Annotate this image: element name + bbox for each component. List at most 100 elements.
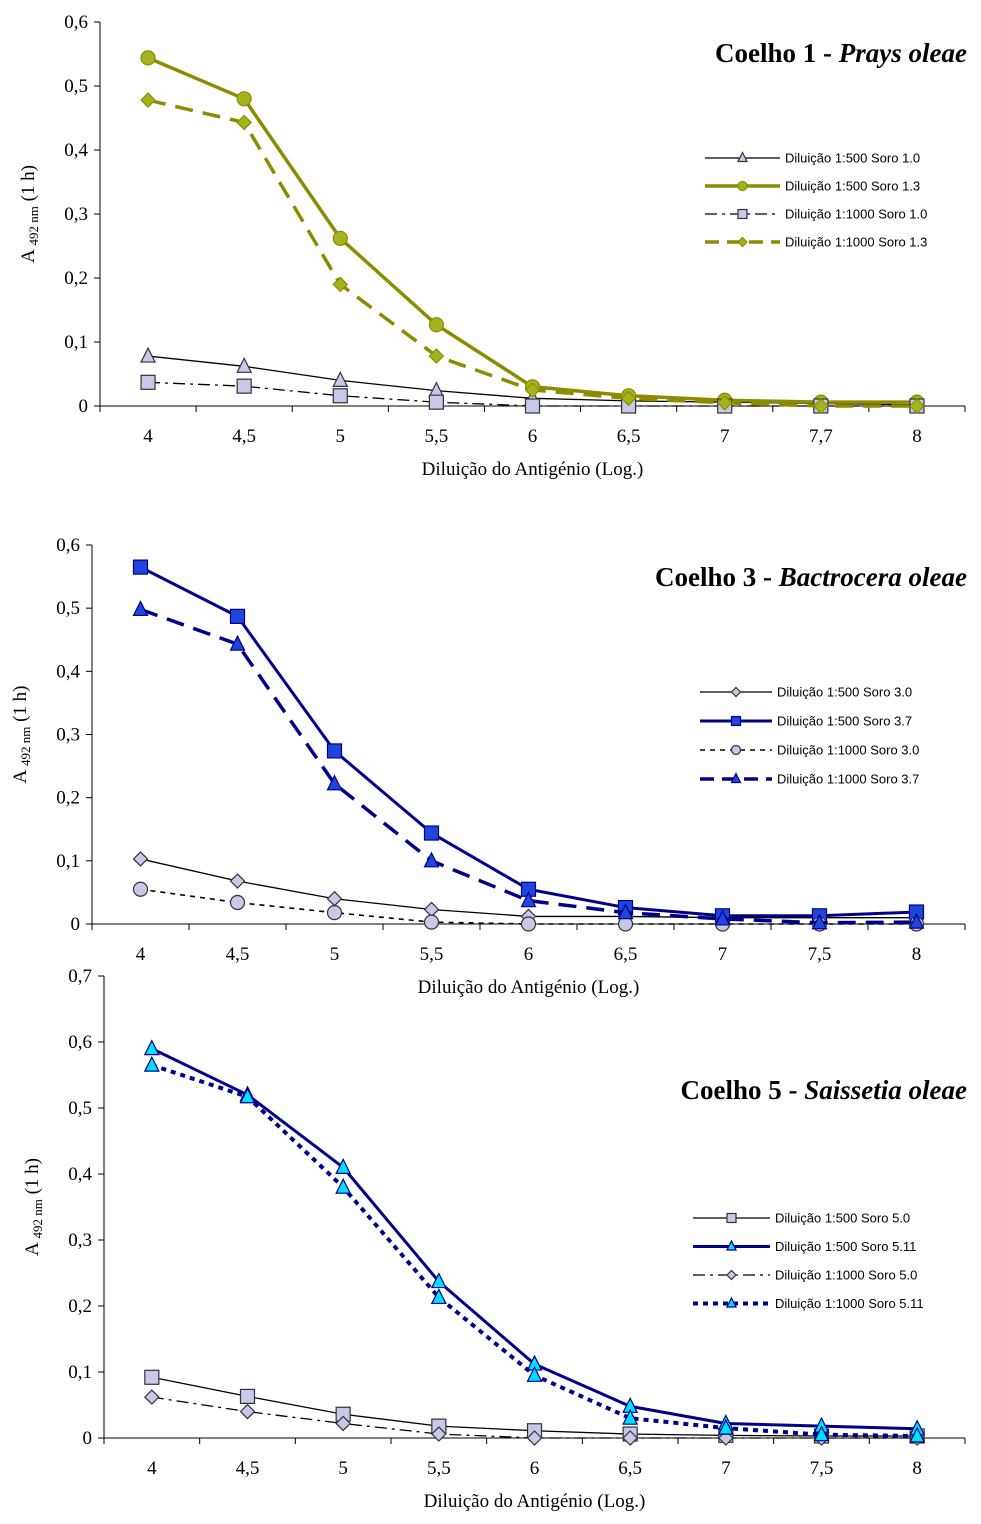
series-line xyxy=(147,56,917,404)
data-point xyxy=(143,1039,160,1056)
x-axis-title: Diluição do Antigénio (Log.) xyxy=(424,1491,646,1512)
y-axis-title: A 492 nm (1 h) xyxy=(22,1158,45,1256)
data-point xyxy=(520,916,537,932)
x-tick-label: 4 xyxy=(136,944,146,965)
y-tick-label: 0,6 xyxy=(56,535,80,556)
data-point xyxy=(428,394,444,410)
data-point xyxy=(236,91,252,107)
data-point xyxy=(717,1418,734,1435)
y-axis-title-main: A xyxy=(22,1239,43,1256)
x-tick-label: 6,5 xyxy=(617,426,641,447)
series-4 xyxy=(132,600,925,930)
chart-title-main: Coelho 3 - xyxy=(655,562,779,592)
legend-label: Diluição 1:500 Soro 5.0 xyxy=(775,1211,910,1226)
y-tick-label: 0,1 xyxy=(68,1362,92,1383)
y-tick-label: 0,5 xyxy=(56,598,80,619)
data-point xyxy=(812,398,829,414)
data-point xyxy=(229,608,246,624)
series-3 xyxy=(143,1389,926,1446)
data-point xyxy=(428,348,445,364)
data-point xyxy=(524,398,541,414)
data-point xyxy=(909,1426,926,1443)
data-point xyxy=(620,390,637,407)
data-point xyxy=(423,851,440,868)
legend-marker xyxy=(730,744,742,756)
x-tick-label: 4,5 xyxy=(226,944,250,965)
y-tick-label: 0,2 xyxy=(68,1296,92,1317)
x-tick-label: 6,5 xyxy=(618,1458,642,1479)
y-tick-label: 0,3 xyxy=(64,204,88,225)
data-point xyxy=(229,634,246,651)
y-axis-title: A 492 nm (1 h) xyxy=(10,686,33,784)
legend-entry: Diluição 1:500 Soro 3.0 xyxy=(700,685,912,700)
y-axis-title-suffix: (1 h) xyxy=(10,686,31,727)
legend-marker xyxy=(726,1269,737,1281)
data-point xyxy=(332,276,349,293)
y-axis-title-main: A xyxy=(10,766,31,783)
chart-title: Coelho 5 - Saissetia oleae xyxy=(681,1075,968,1105)
data-point xyxy=(622,1430,639,1446)
legend-marker xyxy=(730,715,742,727)
data-point xyxy=(332,388,348,404)
x-tick-label: 4,5 xyxy=(232,426,256,447)
x-tick-label: 8 xyxy=(912,426,922,447)
x-tick-label: 5,5 xyxy=(420,944,444,965)
data-point xyxy=(140,50,156,66)
chart-panel-3: 0 0,1 0,2 0,3 0,4 0,5 0,6 0,7 4 4,5 5 5,5 6 6,5 7 7,5 8 D… xyxy=(22,966,967,1512)
y-axis-title-suffix: (1 h) xyxy=(18,165,39,206)
x-tick-label: 8 xyxy=(912,944,922,965)
data-point xyxy=(236,114,253,131)
y-tick-label: 0,7 xyxy=(68,966,92,987)
x-tick-label: 7,5 xyxy=(810,1458,834,1479)
legend-entry: Diluição 1:500 Soro 5.0 xyxy=(693,1211,910,1226)
data-point xyxy=(239,1087,256,1104)
data-point xyxy=(617,903,634,920)
y-tick-label: 0,5 xyxy=(68,1098,92,1119)
x-tick-label: 6 xyxy=(528,426,538,447)
y-tick-label: 0,4 xyxy=(64,140,88,161)
legend-entry: Diluição 1:500 Soro 3.7 xyxy=(700,714,912,729)
y-tick-label: 0,1 xyxy=(64,332,88,353)
data-point xyxy=(143,1055,160,1072)
series-line xyxy=(139,565,917,918)
legend-marker xyxy=(726,1239,737,1251)
data-point xyxy=(132,559,149,575)
legend-label: Diluição 1:1000 Soro 1.3 xyxy=(785,235,927,250)
data-point xyxy=(622,1408,639,1425)
y-axis-title-sub: 492 nm xyxy=(18,727,33,766)
y-tick-label: 0,3 xyxy=(68,1230,92,1251)
y-tick-label: 0 xyxy=(79,396,89,417)
x-tick-label: 7 xyxy=(720,426,730,447)
data-point xyxy=(430,1272,447,1289)
legend-entry: Diluição 1:1000 Soro 3.0 xyxy=(700,743,919,758)
legend-marker xyxy=(737,236,748,248)
legend-marker xyxy=(737,151,748,163)
data-point xyxy=(423,914,440,930)
x-tick-label: 7,5 xyxy=(808,944,832,965)
x-tick-label: 6 xyxy=(524,944,534,965)
x-axis-title: Diluição do Antigénio (Log.) xyxy=(422,459,644,480)
data-point xyxy=(132,881,149,897)
data-point xyxy=(811,913,828,930)
legend-marker xyxy=(737,180,748,192)
legend-marker xyxy=(726,1296,737,1308)
data-point xyxy=(714,909,731,926)
chart-title-species: Bactrocera oleae xyxy=(778,562,967,592)
y-tick-label: 0,4 xyxy=(68,1164,92,1185)
y-tick-label: 0,2 xyxy=(56,788,80,809)
legend-marker xyxy=(726,1212,737,1224)
data-point xyxy=(908,912,925,929)
chart-title-species: Prays oleae xyxy=(838,38,967,68)
data-point xyxy=(144,1369,160,1385)
chart-title-main: Coelho 5 - xyxy=(681,1075,805,1105)
y-axis-title-sub: 492 nm xyxy=(26,206,41,245)
data-point xyxy=(428,317,444,333)
data-point xyxy=(132,600,149,617)
y-tick-label: 0,2 xyxy=(64,268,88,289)
legend-entry: Diluição 1:1000 Soro 3.7 xyxy=(700,772,919,787)
data-point xyxy=(143,1389,160,1405)
data-point xyxy=(140,374,156,390)
data-point xyxy=(526,1430,543,1446)
